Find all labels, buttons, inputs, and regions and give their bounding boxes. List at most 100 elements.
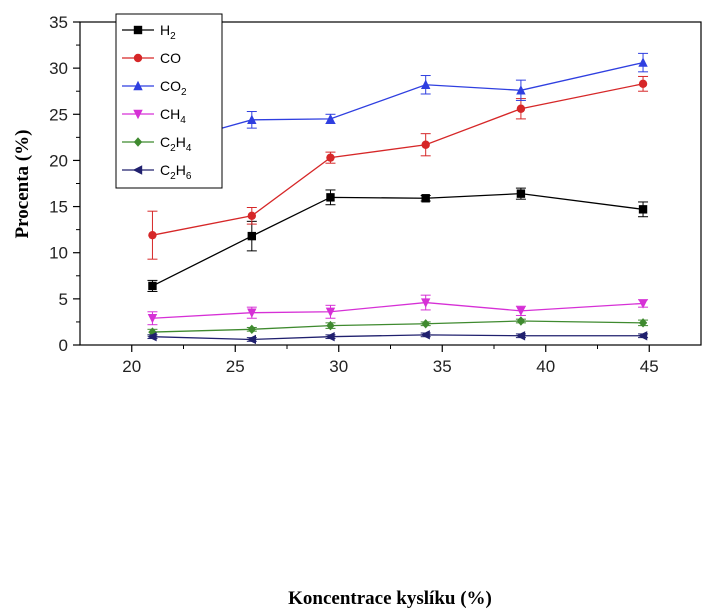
- legend-marker: [133, 137, 143, 147]
- legend-text-part: CO: [160, 78, 181, 94]
- data-point: [421, 319, 430, 329]
- legend-subscript: 2: [170, 143, 176, 154]
- y-tick-label: 15: [49, 198, 68, 217]
- series-layer: [147, 52, 649, 345]
- y-axis-title: Procenta (%): [12, 130, 33, 239]
- y-tick-label: 25: [49, 105, 68, 124]
- y-tick-label: 30: [49, 59, 68, 78]
- data-point: [246, 334, 257, 345]
- data-point: [247, 114, 257, 125]
- y-tick-label: 5: [59, 290, 68, 309]
- data-point: [638, 318, 648, 328]
- legend-subscript: 2: [181, 87, 187, 98]
- data-point: [326, 193, 335, 202]
- data-point: [421, 194, 430, 203]
- data-point: [638, 57, 648, 67]
- legend-label: C2H6: [160, 162, 192, 182]
- series-co: [147, 75, 649, 260]
- legend-subscript: 6: [186, 171, 192, 182]
- y-tick-label: 35: [49, 13, 68, 32]
- data-point: [247, 211, 257, 220]
- legend-subscript: 4: [180, 115, 186, 126]
- y-tick-label: 10: [49, 244, 68, 263]
- legend-box: [115, 13, 223, 189]
- data-point: [247, 324, 257, 335]
- legend-label: C2H4: [160, 134, 192, 154]
- legend-text-part: H: [176, 162, 186, 178]
- data-point: [638, 299, 648, 309]
- legend-item-h2: H2: [122, 22, 176, 42]
- legend-label: H2: [160, 22, 176, 42]
- data-point: [325, 307, 336, 317]
- legend-subscript: 4: [186, 143, 192, 154]
- x-tick-label: 45: [640, 357, 659, 376]
- legend-marker: [133, 25, 143, 35]
- y-tick-label: 20: [49, 151, 68, 170]
- data-point: [326, 153, 335, 162]
- series-c2h6: [147, 330, 649, 345]
- series-line: [152, 61, 644, 149]
- legend-label: CH4: [160, 106, 186, 126]
- legend-item-co: CO: [122, 50, 181, 66]
- data-point: [420, 330, 430, 340]
- data-point: [515, 331, 526, 341]
- legend-text-part: CO: [160, 50, 181, 66]
- data-point: [326, 320, 335, 331]
- x-tick-label: 35: [433, 357, 452, 376]
- legend-marker: [133, 80, 143, 91]
- series-line: [152, 192, 644, 287]
- series-line: [152, 320, 644, 333]
- legend-item-c2h6: C2H6: [122, 162, 192, 182]
- series-line: [152, 334, 644, 341]
- legend-item-c2h4: C2H4: [122, 134, 192, 154]
- data-point: [516, 85, 526, 95]
- series-co2: [147, 52, 649, 161]
- series-h2: [147, 187, 649, 292]
- legend-label: CO2: [160, 78, 187, 98]
- x-tick-label: 25: [226, 357, 245, 376]
- legend-marker: [133, 109, 143, 120]
- legend-marker: [133, 53, 143, 63]
- series-line: [152, 83, 644, 236]
- data-point: [148, 281, 157, 291]
- y-tick-label: 0: [59, 336, 68, 355]
- data-point: [420, 298, 431, 308]
- legend-text-part: H: [160, 22, 170, 38]
- legend-subscript: 2: [170, 31, 176, 42]
- data-point: [325, 331, 335, 342]
- data-point: [147, 331, 157, 342]
- series-c2h4: [147, 316, 649, 337]
- data-point: [516, 306, 526, 317]
- data-point: [148, 230, 157, 240]
- legend-label: CO: [160, 50, 181, 66]
- data-point: [516, 189, 526, 198]
- data-point: [247, 231, 257, 241]
- legend-item-co2: CO2: [122, 78, 187, 98]
- legend-text-part: C: [160, 162, 170, 178]
- series-line: [152, 301, 644, 319]
- legend-text-part: C: [160, 134, 170, 150]
- data-point: [516, 316, 526, 326]
- data-point: [637, 331, 648, 341]
- data-point: [421, 140, 430, 149]
- x-axis-title: Koncentrace kyslíku (%): [288, 588, 492, 609]
- legend-text-part: H: [176, 134, 186, 150]
- data-point: [516, 104, 526, 113]
- legend-subscript: 2: [170, 171, 176, 182]
- x-tick-label: 40: [536, 357, 555, 376]
- x-tick-label: 30: [329, 357, 348, 376]
- legend-item-ch4: CH4: [122, 106, 186, 126]
- data-point: [325, 113, 336, 124]
- data-point: [247, 308, 257, 318]
- data-point: [638, 205, 648, 214]
- legend-text-part: CH: [160, 106, 180, 122]
- axes: 20 25 30 35 40 45 0 5 10 15 20 25 30 35: [49, 13, 659, 376]
- data-point: [420, 79, 431, 89]
- series-ch4: [147, 294, 649, 326]
- legend-marker: [132, 165, 143, 175]
- data-point: [638, 79, 648, 89]
- x-tick-label: 20: [122, 357, 141, 376]
- data-point: [147, 314, 158, 324]
